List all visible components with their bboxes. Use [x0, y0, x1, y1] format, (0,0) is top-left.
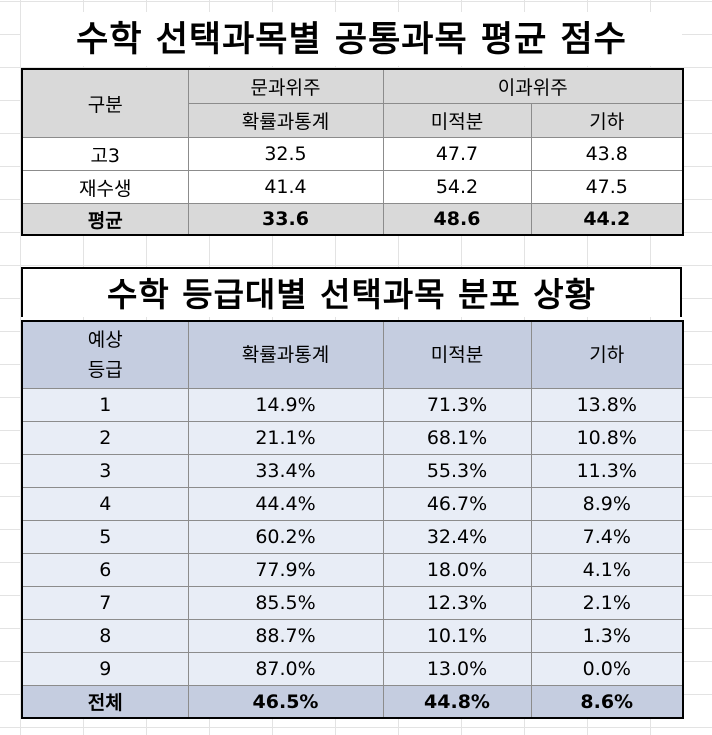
grade-cell: 6: [21, 553, 189, 587]
row-label: 고3: [21, 137, 189, 171]
percent-cell: 8.9%: [530, 487, 684, 521]
subject-header-calculus: 미적분: [382, 320, 532, 389]
score-cell: 43.8: [530, 137, 684, 171]
grade-cell: 8: [21, 619, 189, 653]
score-cell: 41.4: [187, 170, 384, 204]
average-score-table: 구분 문과위주 이과위주 확률과통계 미적분 기하 고3 32.5 47.7 4…: [21, 68, 685, 236]
percent-cell: 88.7%: [187, 619, 384, 653]
average-row: 평균 33.6 48.6 44.2: [21, 203, 684, 236]
table1-title: 수학 선택과목별 공통과목 평균 점수: [21, 12, 682, 66]
percent-cell: 71.3%: [382, 388, 532, 422]
percent-cell: 18.0%: [382, 553, 532, 587]
table-row: 4 44.4% 46.7% 8.9%: [21, 487, 684, 521]
subject-header-geometry: 기하: [530, 320, 684, 389]
table2-title: 수학 등급대별 선택과목 분포 상황: [21, 267, 682, 317]
percent-cell: 13.8%: [530, 388, 684, 422]
percent-cell: 10.8%: [530, 421, 684, 455]
row-label: 재수생: [21, 170, 189, 204]
percent-cell: 60.2%: [187, 520, 384, 554]
percent-cell: 68.1%: [382, 421, 532, 455]
percent-cell: 13.0%: [382, 652, 532, 686]
percent-cell: 14.9%: [187, 388, 384, 422]
row-label: 평균: [21, 203, 189, 236]
grade-cell: 4: [21, 487, 189, 521]
percent-cell: 10.1%: [382, 619, 532, 653]
subject-header-geometry: 기하: [530, 103, 684, 138]
table-row: 1 14.9% 71.3% 13.8%: [21, 388, 684, 422]
table-row: 고3 32.5 47.7 43.8: [21, 137, 684, 171]
percent-cell: 55.3%: [382, 454, 532, 488]
score-cell: 47.5: [530, 170, 684, 204]
grade-header-line2: 등급: [87, 359, 123, 381]
grade-distribution-table: 예상 등급 확률과통계 미적분 기하 1 14.9% 71.3% 13.8% 2…: [21, 320, 684, 719]
total-cell: 46.5%: [187, 685, 384, 719]
table-row: 3 33.4% 55.3% 11.3%: [21, 454, 684, 488]
score-cell: 32.5: [187, 137, 384, 171]
subject-header-statistics: 확률과통계: [187, 320, 384, 389]
subject-header-calculus: 미적분: [382, 103, 532, 138]
percent-cell: 12.3%: [382, 586, 532, 620]
total-cell: 8.6%: [530, 685, 684, 719]
science-group-header: 이과위주: [382, 68, 684, 104]
humanities-group-header: 문과위주: [187, 68, 384, 104]
table-row: 5 60.2% 32.4% 7.4%: [21, 520, 684, 554]
grade-cell: 9: [21, 652, 189, 686]
percent-cell: 87.0%: [187, 652, 384, 686]
score-cell: 54.2: [382, 170, 532, 204]
percent-cell: 33.4%: [187, 454, 384, 488]
grade-cell: 5: [21, 520, 189, 554]
percent-cell: 0.0%: [530, 652, 684, 686]
percent-cell: 77.9%: [187, 553, 384, 587]
total-cell: 44.8%: [382, 685, 532, 719]
percent-cell: 2.1%: [530, 586, 684, 620]
average-cell: 44.2: [530, 203, 684, 236]
table-row: 재수생 41.4 54.2 47.5: [21, 170, 684, 204]
grade-cell: 2: [21, 421, 189, 455]
grade-cell: 1: [21, 388, 189, 422]
percent-cell: 44.4%: [187, 487, 384, 521]
grade-header-cell: 예상 등급: [21, 320, 189, 389]
total-row: 전체 46.5% 44.8% 8.6%: [21, 685, 684, 719]
table-row: 8 88.7% 10.1% 1.3%: [21, 619, 684, 653]
percent-cell: 11.3%: [530, 454, 684, 488]
table-row: 7 85.5% 12.3% 2.1%: [21, 586, 684, 620]
average-cell: 33.6: [187, 203, 384, 236]
average-cell: 48.6: [382, 203, 532, 236]
percent-cell: 85.5%: [187, 586, 384, 620]
grade-header-line1: 예상: [87, 329, 123, 351]
table-row: 2 21.1% 68.1% 10.8%: [21, 421, 684, 455]
percent-cell: 4.1%: [530, 553, 684, 587]
total-label: 전체: [21, 685, 189, 719]
percent-cell: 21.1%: [187, 421, 384, 455]
percent-cell: 1.3%: [530, 619, 684, 653]
group-header-cell: 구분: [21, 68, 189, 138]
percent-cell: 46.7%: [382, 487, 532, 521]
score-cell: 47.7: [382, 137, 532, 171]
table-row: 6 77.9% 18.0% 4.1%: [21, 553, 684, 587]
grade-cell: 7: [21, 586, 189, 620]
subject-header-statistics: 확률과통계: [187, 103, 384, 138]
table-row: 9 87.0% 13.0% 0.0%: [21, 652, 684, 686]
grade-cell: 3: [21, 454, 189, 488]
percent-cell: 7.4%: [530, 520, 684, 554]
percent-cell: 32.4%: [382, 520, 532, 554]
